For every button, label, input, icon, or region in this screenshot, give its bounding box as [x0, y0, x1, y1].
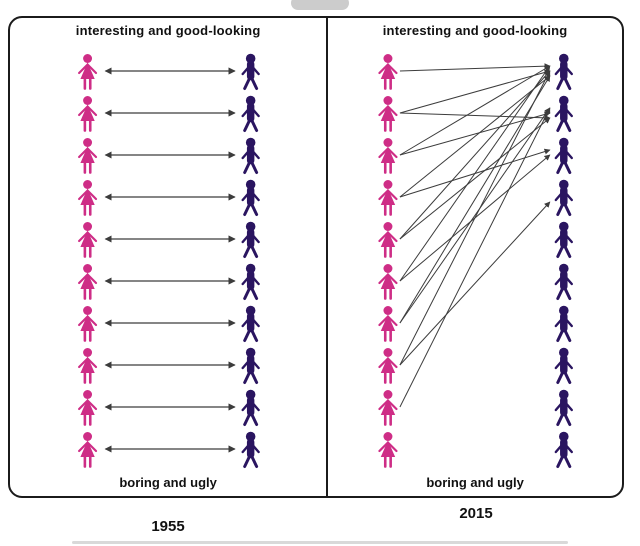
directed-arrow — [400, 111, 551, 156]
male-figure — [241, 431, 260, 468]
female-figure — [378, 180, 398, 216]
female-figure — [378, 138, 398, 174]
directed-arrow — [399, 107, 551, 408]
female-figure — [78, 348, 98, 384]
directed-arrow — [399, 107, 551, 324]
female-figure — [78, 180, 98, 216]
male-figure — [554, 221, 574, 258]
female-figure — [78, 306, 98, 342]
male-figure — [241, 305, 260, 342]
male-figure — [241, 263, 260, 300]
female-figure — [78, 432, 98, 468]
year-label-1955: 1955 — [151, 518, 185, 535]
panel-2015: interesting and good-looking boring and … — [328, 18, 622, 496]
male-figure — [241, 53, 260, 90]
male-figure — [241, 95, 260, 132]
female-figure — [378, 306, 398, 342]
directed-arrow — [399, 201, 551, 366]
male-figure — [554, 305, 574, 342]
year-label-2015: 2015 — [459, 505, 493, 522]
female-figure — [378, 390, 398, 426]
male-figure — [241, 389, 260, 426]
female-figure — [378, 264, 398, 300]
directed-arrow — [400, 69, 551, 114]
top-label-2015: interesting and good-looking — [382, 23, 568, 38]
male-figure — [554, 431, 574, 468]
directed-arrow — [399, 75, 551, 324]
female-figure — [78, 54, 98, 90]
directed-arrow — [399, 70, 551, 240]
male-figure — [554, 179, 574, 216]
male-figure — [241, 137, 260, 174]
directed-arrow — [399, 117, 551, 240]
female-figure — [78, 138, 98, 174]
male-figure — [241, 347, 260, 384]
bottom-label-1955: boring and ugly — [119, 475, 217, 490]
male-figure — [554, 53, 574, 90]
directed-arrow — [399, 65, 551, 156]
figures-canvas-2015 — [378, 53, 574, 468]
panels-container: interesting and good-looking boring and … — [8, 16, 624, 498]
male-figure — [554, 95, 574, 132]
directed-arrow — [399, 65, 551, 282]
female-figure — [378, 222, 398, 258]
female-figure — [378, 96, 398, 132]
female-figure — [78, 96, 98, 132]
female-figure — [378, 348, 398, 384]
female-figure — [378, 432, 398, 468]
female-figure — [78, 222, 98, 258]
male-figure — [554, 137, 574, 174]
female-figure — [78, 390, 98, 426]
male-figure — [554, 389, 574, 426]
bottom-bar — [72, 541, 568, 544]
female-figure — [378, 54, 398, 90]
directed-arrow — [399, 70, 551, 366]
male-figure — [554, 347, 574, 384]
top-pill — [291, 0, 349, 10]
panel-1955: interesting and good-looking boring and … — [10, 18, 329, 496]
directed-arrow — [400, 63, 551, 72]
female-figure — [78, 264, 98, 300]
male-figure — [554, 263, 574, 300]
top-label-1955: interesting and good-looking — [75, 23, 261, 38]
bottom-label-2015: boring and ugly — [426, 475, 524, 490]
figures-canvas-1955 — [78, 53, 260, 468]
male-figure — [241, 221, 260, 258]
male-figure — [241, 179, 260, 216]
directed-arrow — [399, 75, 551, 198]
